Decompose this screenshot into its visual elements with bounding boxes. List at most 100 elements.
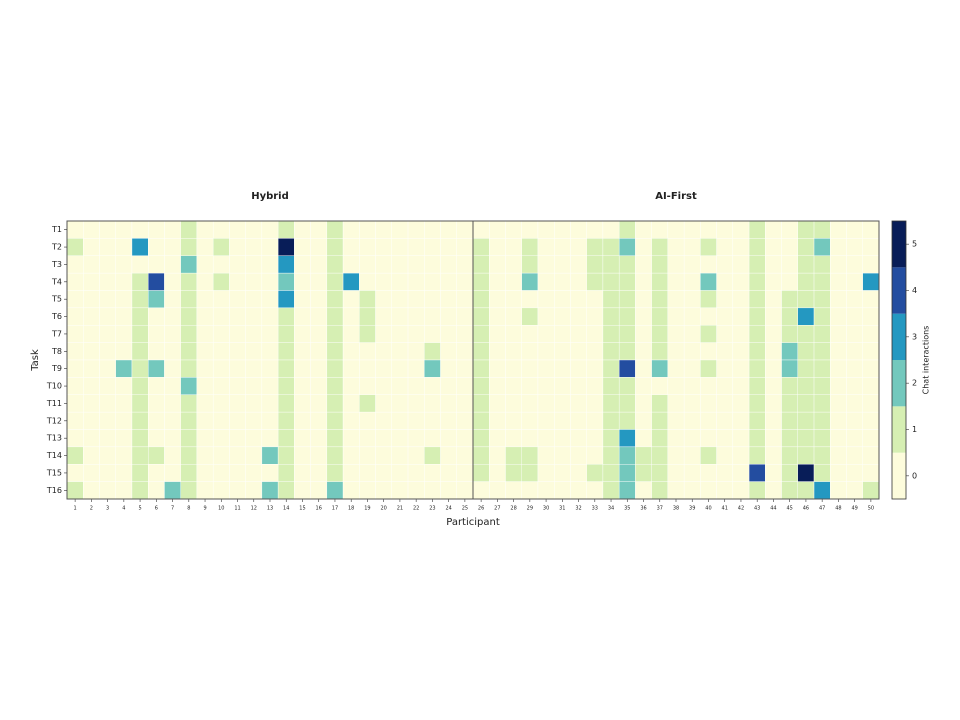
heatmap-cell (342, 342, 360, 361)
heatmap-cell (683, 238, 701, 256)
heatmap-cell (294, 429, 311, 448)
heatmap-cell (505, 342, 522, 361)
heatmap-cell (131, 255, 149, 274)
heatmap-cell (245, 411, 263, 430)
heatmap-cell (180, 290, 198, 309)
heatmap-cell (700, 272, 717, 291)
heatmap-cell (667, 255, 685, 274)
x-tick-label: 34 (608, 506, 614, 512)
heatmap-cell (83, 290, 100, 309)
y-tick-label: T11 (46, 399, 62, 408)
heatmap-cell (489, 342, 506, 361)
heatmap-cell (83, 481, 100, 500)
heatmap-cell (261, 446, 279, 465)
heatmap-cell (66, 255, 84, 274)
heatmap-cell (830, 307, 847, 326)
heatmap-cell (456, 307, 474, 326)
heatmap-cell (359, 377, 376, 395)
heatmap-cell (424, 464, 441, 482)
colorbar-tick-label: 2 (912, 379, 917, 388)
heatmap-cell (261, 342, 279, 361)
heatmap-cell (456, 481, 474, 500)
heatmap-cell (489, 429, 506, 448)
heatmap-cell (229, 272, 246, 291)
heatmap-cell (245, 238, 263, 256)
heatmap-cell (99, 377, 116, 395)
heatmap-cell (635, 307, 652, 326)
heatmap-cell (131, 220, 149, 239)
heatmap-cell (277, 325, 295, 343)
heatmap-cell (147, 359, 165, 378)
heatmap-cell (310, 481, 328, 500)
heatmap-cell (294, 394, 311, 413)
heatmap-cell (229, 290, 246, 309)
heatmap-cell (748, 359, 766, 378)
heatmap-cell (196, 238, 214, 256)
heatmap-cell (732, 220, 750, 239)
heatmap-cell (196, 359, 214, 378)
heatmap-cell (440, 464, 457, 482)
x-tick-label: 13 (267, 506, 273, 512)
heatmap-cell (196, 272, 214, 291)
heatmap-cell (83, 464, 100, 482)
heatmap-cell (147, 290, 165, 309)
heatmap-cell (554, 481, 571, 500)
heatmap-cell (554, 255, 571, 274)
heatmap-cell (651, 481, 669, 500)
heatmap-cell (212, 359, 230, 378)
heatmap-cell (359, 394, 376, 413)
heatmap-cell (554, 359, 571, 378)
x-tick-label: 28 (510, 506, 516, 512)
heatmap-cell (326, 220, 344, 239)
colorbar-frame (891, 220, 907, 500)
heatmap-cell (651, 464, 669, 482)
colorbar-swatch (892, 452, 906, 499)
heatmap-cell (521, 220, 539, 239)
colorbar-swatch (892, 221, 906, 268)
heatmap-cell (846, 272, 863, 291)
heatmap-cell (99, 464, 116, 482)
heatmap-cell (342, 429, 360, 448)
heatmap-cell (521, 377, 539, 395)
heatmap-cell (342, 446, 360, 465)
heatmap-cell (115, 394, 133, 413)
heatmap-cell (716, 255, 734, 274)
heatmap-cell (570, 325, 587, 343)
x-axis-label: Participant (446, 517, 500, 528)
heatmap-cell (147, 220, 165, 239)
colorbar-label: Chat interactions (922, 326, 931, 395)
heatmap-cell (472, 481, 490, 500)
heatmap-cell (537, 481, 555, 500)
x-tick-label: 9 (203, 506, 206, 512)
heatmap-cell (667, 377, 685, 395)
heatmap-cell (797, 307, 815, 326)
heatmap-cell (846, 342, 863, 361)
heatmap-cell (359, 272, 376, 291)
heatmap-cell (310, 359, 328, 378)
heatmap-cell (326, 394, 344, 413)
heatmap-cell (765, 429, 782, 448)
heatmap-cell (424, 238, 441, 256)
heatmap-cell (618, 255, 636, 274)
heatmap-cell (229, 255, 246, 274)
heatmap-cell (440, 342, 457, 361)
heatmap-cell (472, 446, 490, 465)
heatmap-cell (245, 429, 263, 448)
heatmap-cell (830, 238, 847, 256)
heatmap-cell (830, 325, 847, 343)
heatmap-cell (164, 394, 181, 413)
heatmap-cell (294, 481, 311, 500)
heatmap-cell (537, 238, 555, 256)
x-tick-label: 6 (155, 506, 158, 512)
heatmap-cell (66, 220, 84, 239)
heatmap-cell (716, 481, 734, 500)
heatmap-cell (115, 377, 133, 395)
heatmap-cell (147, 429, 165, 448)
heatmap-cell (602, 481, 620, 500)
x-tick-label: 3 (106, 506, 109, 512)
heatmap-cell (147, 394, 165, 413)
heatmap-cell (732, 238, 750, 256)
heatmap-cell (180, 394, 198, 413)
heatmap-cell (765, 272, 782, 291)
heatmap-cell (472, 220, 490, 239)
